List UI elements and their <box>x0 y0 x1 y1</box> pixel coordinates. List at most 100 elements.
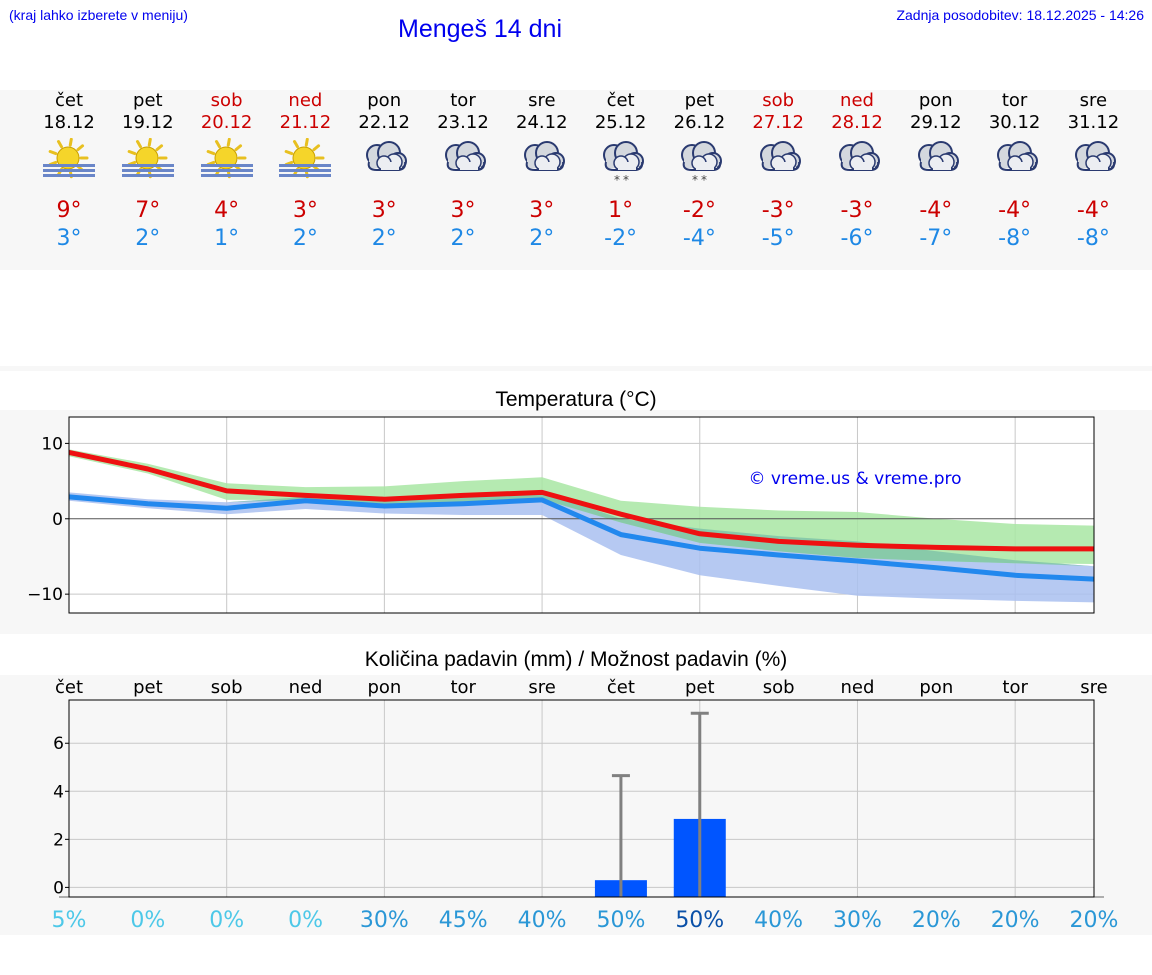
sun-fog-icon <box>43 138 95 179</box>
max-temperature: 7° <box>135 198 161 223</box>
day-name: sre <box>1079 90 1108 111</box>
cloud-shape <box>917 141 959 171</box>
day-label: pet <box>685 677 715 698</box>
day-name: ned <box>840 90 874 111</box>
forecast-strip: čet 18.12 9° 3° pet 19.12 7° 2° sob 20.12 4° 1° ned 2… <box>0 90 1152 270</box>
day-column: pet 26.12 * * -2° -4° <box>660 90 738 251</box>
page-title: Mengeš 14 dni <box>398 15 563 43</box>
sun-ray <box>76 144 85 152</box>
day-column: ned 21.12 3° 2° <box>266 90 344 251</box>
max-temperature: 3° <box>371 198 397 223</box>
min-temperature: 2° <box>529 226 555 251</box>
sun-ray <box>234 144 242 152</box>
cloud-icon <box>523 141 565 171</box>
fog-line <box>200 169 253 172</box>
cloud-shape <box>760 141 802 171</box>
fog-line <box>43 164 95 167</box>
max-temperature: 4° <box>214 198 240 223</box>
cloud-shape <box>602 141 644 171</box>
day-label: pet <box>133 677 163 698</box>
day-label: ned <box>841 677 875 698</box>
cloud-body <box>1011 162 1030 170</box>
precip-probability: 0% <box>209 908 244 933</box>
y-tick-label: 2 <box>53 830 64 850</box>
min-temperature: 2° <box>135 226 161 251</box>
max-temperature: 1° <box>608 198 634 223</box>
y-tick-label: 0 <box>52 510 63 530</box>
precip-probability: 20% <box>912 908 961 933</box>
sun-fog-icon <box>121 138 174 179</box>
precip-probability: 45% <box>439 908 488 933</box>
day-column: tor 30.12 -4° -8° <box>976 90 1054 251</box>
cloud-body <box>617 162 636 170</box>
cloud-shape <box>366 141 408 171</box>
day-date: 18.12 <box>43 112 95 133</box>
day-date: 24.12 <box>516 112 568 133</box>
max-temperature: -4° <box>919 198 953 223</box>
precipitation-chart-title: Količina padavin (mm) / Možnost padavin … <box>364 648 788 671</box>
max-temperature: -4° <box>1076 198 1110 223</box>
day-date: 30.12 <box>988 112 1041 133</box>
day-label: sre <box>528 677 555 698</box>
sun-fog-icon <box>200 138 253 179</box>
sun-ray <box>57 140 63 149</box>
cloud-body <box>854 162 872 170</box>
min-temperature-band <box>69 491 1094 603</box>
cloud-snow-icon: * * <box>681 141 723 187</box>
watermark: © vreme.us & vreme.pro <box>748 469 961 489</box>
cloud-snow-icon: * * <box>602 141 644 187</box>
precip-probability: 20% <box>991 908 1040 933</box>
cloud-icon <box>996 141 1038 171</box>
min-temperature: 2° <box>371 226 397 251</box>
day-date: 25.12 <box>594 112 647 133</box>
sun-ray <box>312 144 321 152</box>
day-date: 27.12 <box>752 112 804 133</box>
day-name: čet <box>54 90 84 111</box>
day-date: 29.12 <box>910 112 962 133</box>
cloud-body <box>932 162 951 170</box>
cloud-body <box>1090 162 1109 170</box>
sun-ray <box>155 144 163 152</box>
min-temperature: 2° <box>292 226 318 251</box>
precip-probability: 20% <box>1070 908 1119 933</box>
min-temperature: -8° <box>1076 226 1110 251</box>
day-label: pon <box>367 677 401 698</box>
day-label: čet <box>55 677 83 698</box>
min-temperature: -5° <box>761 226 795 251</box>
cloud-shape <box>1075 141 1117 171</box>
snowflake-icon: * <box>614 173 620 187</box>
sun-ray <box>127 150 137 156</box>
snowflake-icon: * <box>623 173 629 187</box>
sun-icon <box>48 138 89 179</box>
sun-ray <box>214 140 221 149</box>
y-tick-label: 4 <box>53 782 64 802</box>
day-column: ned 28.12 -3° -6° <box>818 90 896 251</box>
day-name: pet <box>133 90 163 111</box>
precip-probability: 0% <box>130 908 165 933</box>
day-label: tor <box>1002 677 1028 698</box>
max-temperature: 3° <box>529 198 555 223</box>
day-column: pet 19.12 7° 2° <box>109 90 187 251</box>
temperature-chart-title: Temperatura (°C) <box>495 388 657 411</box>
cloud-body <box>775 162 794 170</box>
day-label: ned <box>289 677 323 698</box>
temperature-chart: 10 0 −10 © vreme.us & vreme.pro <box>27 416 1095 614</box>
day-date: 23.12 <box>437 112 489 133</box>
header-hint: (kraj lahko izberete v meniju) <box>9 7 188 23</box>
fog-line <box>200 174 253 177</box>
sun-ray <box>48 150 58 156</box>
day-name: sre <box>528 90 556 111</box>
precipitation-chart: čet pet sob ned pon tor sre čet pet sob ned pon tor s… <box>52 677 1119 933</box>
sun-ray <box>206 150 215 156</box>
fog-line <box>121 174 174 177</box>
sun-ray <box>147 138 152 147</box>
cloud-body <box>696 162 715 170</box>
day-label: sob <box>211 677 243 698</box>
day-name: pet <box>684 90 715 111</box>
max-temperature: -3° <box>761 198 795 223</box>
day-date: 21.12 <box>279 112 332 133</box>
max-temperature: 9° <box>56 198 82 223</box>
day-name: sob <box>762 90 795 111</box>
day-name: pon <box>918 90 953 111</box>
max-temperature-line <box>68 449 1094 552</box>
